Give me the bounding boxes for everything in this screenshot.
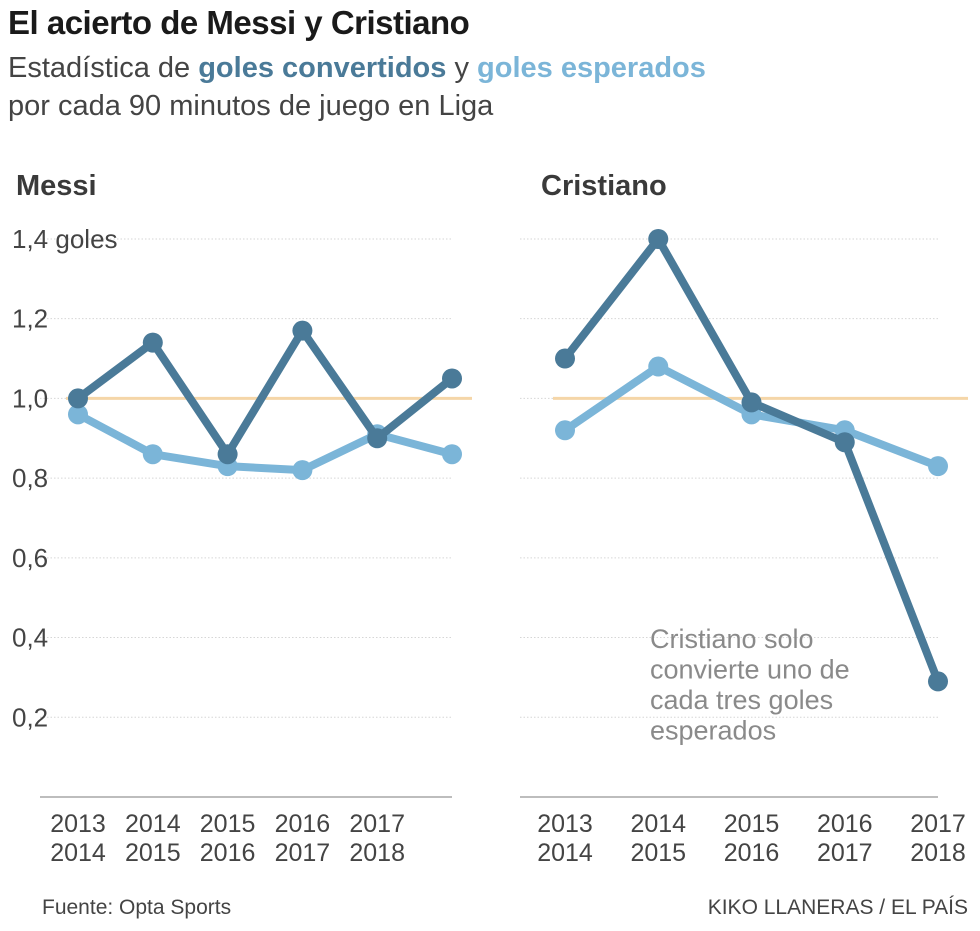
point-converted <box>68 388 88 409</box>
x-tick-label: 2015 <box>630 839 686 867</box>
x-tick-label: 2017 <box>817 839 873 867</box>
point-converted <box>142 332 163 353</box>
y-tick-label: 0,2 <box>12 702 48 732</box>
y-tick-label: 1,2 <box>12 304 48 334</box>
chart-title: El acierto de Messi y Cristiano <box>8 4 470 41</box>
cristiano-panel: Cristiano2013201420142015201520162016201… <box>520 170 968 867</box>
series-line-converted <box>561 234 942 686</box>
y-tick-label: 0,4 <box>12 623 48 653</box>
subtitle-line1: Estadística de goles convertidos y goles… <box>8 52 706 85</box>
point-converted <box>292 320 313 341</box>
x-tick-label: 2016 <box>724 839 780 867</box>
source-note: Fuente: Opta Sports <box>42 896 232 919</box>
series-line-converted <box>74 326 456 459</box>
x-tick-label: 2017 <box>275 839 331 867</box>
y-tick-label: 1,0 <box>12 383 48 413</box>
x-tick-label: 2014 <box>630 810 686 838</box>
credit-note: KIKO LLANERAS / EL PAÍS <box>707 896 968 919</box>
annotation-line: Cristiano solo <box>650 624 814 654</box>
point-expected <box>648 356 669 377</box>
point-expected <box>142 444 163 465</box>
subtitle-line2: por cada 90 minutos de juego en Liga <box>8 90 494 122</box>
point-converted <box>555 348 575 369</box>
subtitle-prefix: Estadística de <box>8 52 191 84</box>
annotation-line: esperados <box>650 716 776 746</box>
x-tick-label: 2018 <box>349 839 405 867</box>
point-expected <box>442 444 462 465</box>
annotation-line: cada tres goles <box>650 685 833 715</box>
point-converted <box>442 368 462 389</box>
x-tick-label: 2016 <box>200 839 256 867</box>
y-tick-label: 0,8 <box>12 463 48 493</box>
x-tick-label: 2014 <box>537 839 593 867</box>
x-tick-label: 2015 <box>200 810 256 838</box>
legend-converted: goles convertidos <box>198 52 447 84</box>
point-expected <box>292 460 313 481</box>
x-tick-label: 2018 <box>910 839 966 867</box>
point-converted <box>834 432 855 453</box>
point-expected <box>555 420 575 441</box>
point-expected <box>928 456 948 477</box>
point-converted <box>367 428 388 449</box>
series-line-expected <box>74 410 456 475</box>
point-converted <box>928 671 948 692</box>
annotation-line: convierte uno de <box>650 655 850 685</box>
x-tick-label: 2017 <box>349 810 405 838</box>
x-tick-label: 2016 <box>817 810 873 838</box>
x-tick-label: 2013 <box>50 810 106 838</box>
x-tick-label: 2014 <box>125 810 181 838</box>
subtitle-joiner: y <box>454 52 469 84</box>
point-converted <box>217 444 238 465</box>
x-tick-label: 2015 <box>724 810 780 838</box>
point-expected <box>68 404 88 425</box>
x-tick-label: 2013 <box>537 810 593 838</box>
y-tick-label: 1,4 goles <box>12 224 118 254</box>
x-tick-label: 2016 <box>275 810 331 838</box>
panel-title: Messi <box>16 170 97 202</box>
x-tick-label: 2017 <box>910 810 966 838</box>
x-tick-label: 2014 <box>50 839 106 867</box>
point-converted <box>741 392 762 413</box>
y-tick-label: 0,6 <box>12 543 48 573</box>
legend-expected: goles esperados <box>477 52 706 84</box>
panel-title: Cristiano <box>541 170 667 202</box>
point-converted <box>648 228 669 249</box>
x-tick-label: 2015 <box>125 839 181 867</box>
